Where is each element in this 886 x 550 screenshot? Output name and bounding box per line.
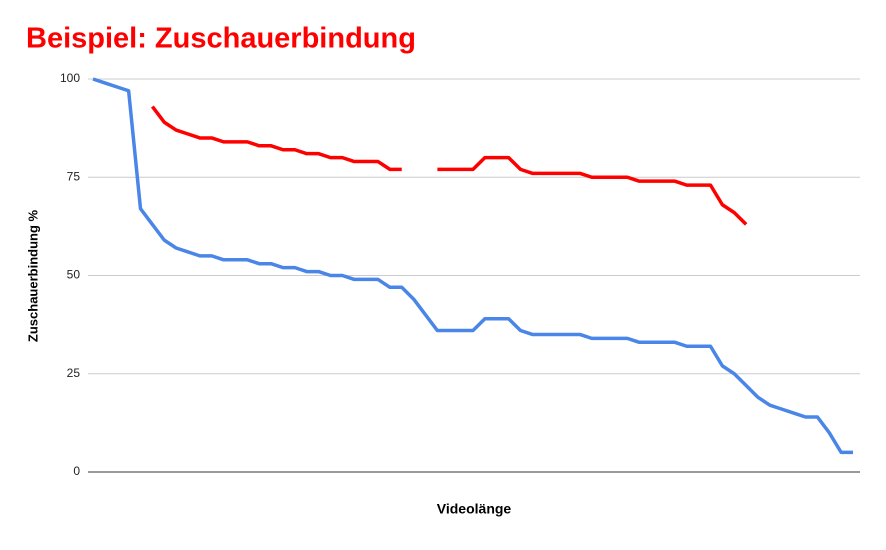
y-tick-label: 25 — [67, 366, 81, 380]
chart-title: Beispiel: Zuschauerbindung — [26, 23, 416, 55]
data-line — [150, 105, 748, 226]
y-axis-label: Zuschauerbindung % — [25, 209, 40, 342]
x-axis-label: Videolänge — [437, 501, 512, 517]
y-tick-label: 0 — [73, 464, 80, 478]
y-tick-label: 100 — [60, 71, 80, 85]
y-tick-label: 50 — [67, 268, 81, 282]
data-line — [92, 77, 853, 455]
y-tick-label: 75 — [67, 169, 81, 183]
